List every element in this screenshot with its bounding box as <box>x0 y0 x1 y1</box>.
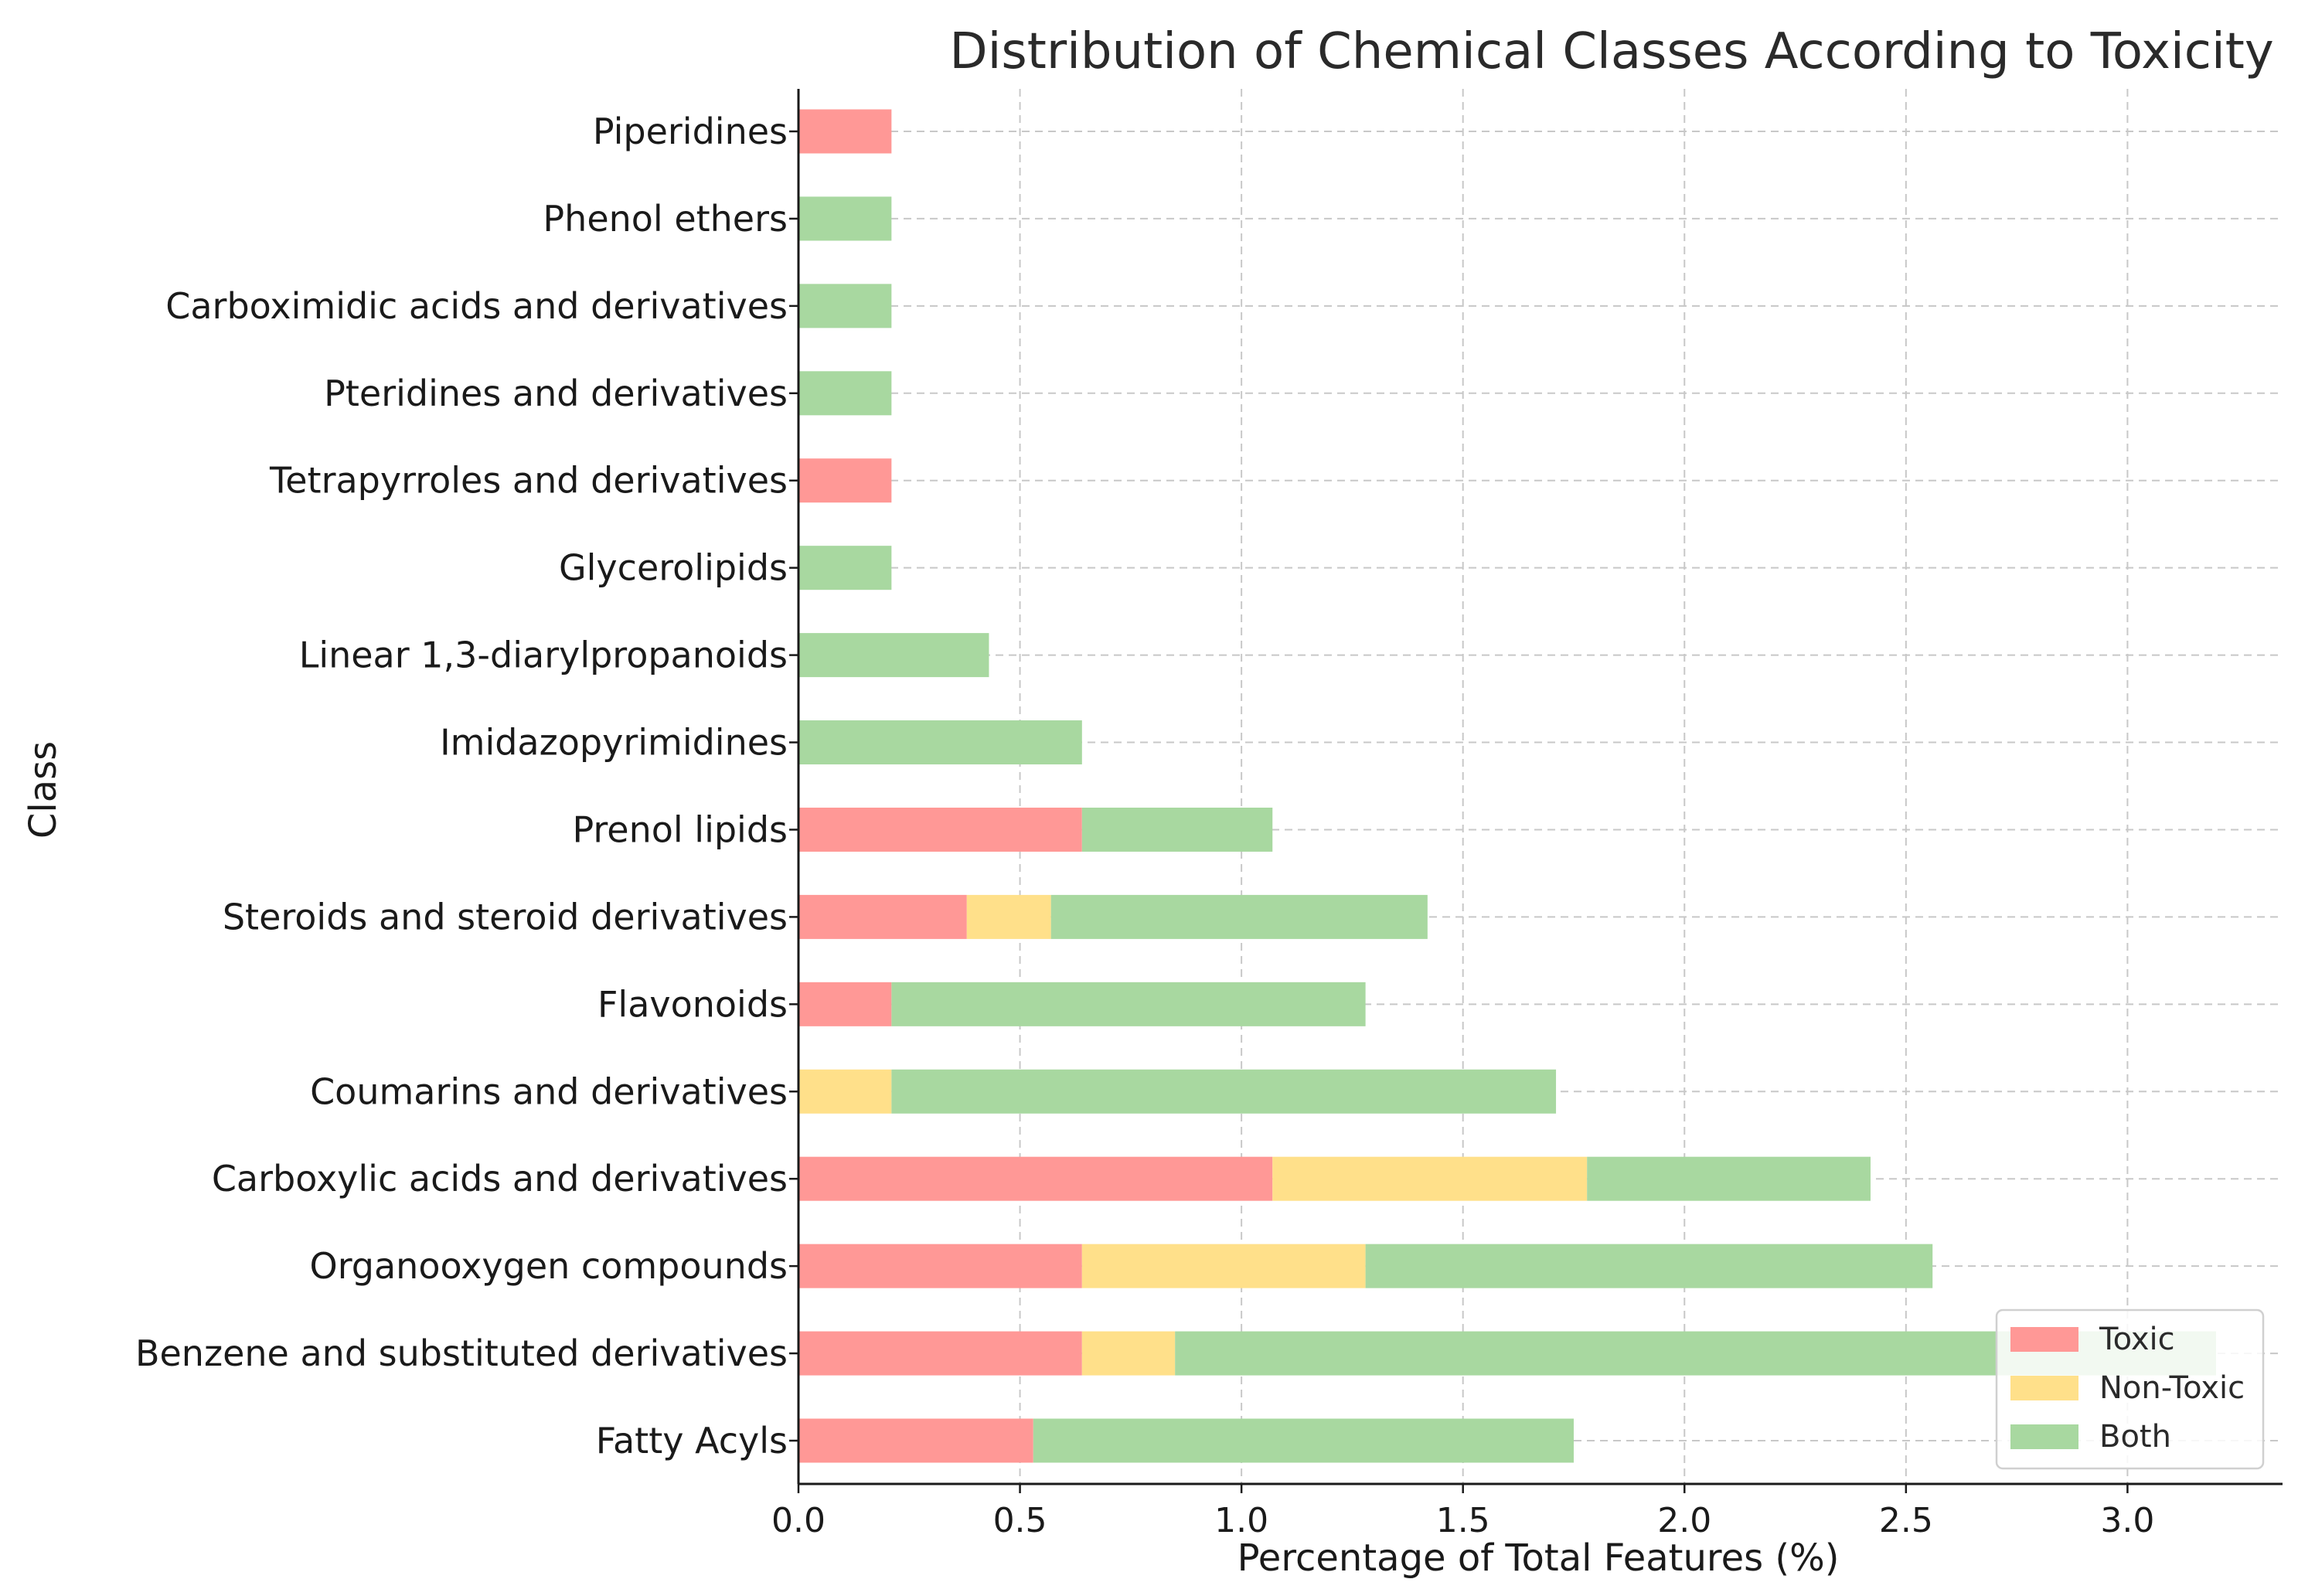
y-tick-label: Flavonoids <box>597 983 788 1025</box>
x-tick-label: 2.0 <box>1657 1501 1711 1540</box>
y-tick-label: Organooxygen compounds <box>309 1245 788 1287</box>
bar-both-steroids-and-steroid-derivatives <box>1050 894 1428 939</box>
bar-non-toxic-steroids-and-steroid-derivatives <box>966 894 1051 939</box>
y-tick-label: Glycerolipids <box>559 547 788 589</box>
y-tick-label: Prenol lipids <box>572 808 788 850</box>
y-axis-title: Class <box>22 741 65 839</box>
x-axis-title: Percentage of Total Features (%) <box>1238 1536 1840 1580</box>
bar-both-glycerolipids <box>798 546 892 590</box>
legend-label: Toxic <box>2099 1322 2175 1357</box>
y-tick-label: Linear 1,3-diarylpropanoids <box>299 635 788 676</box>
y-tick-label: Pteridines and derivatives <box>324 373 788 414</box>
y-tick-label: Imidazopyrimidines <box>440 722 788 764</box>
bar-toxic-carboxylic-acids-and-derivatives <box>798 1156 1273 1201</box>
bar-both-coumarins-and-derivatives <box>891 1069 1557 1114</box>
bar-non-toxic-organooxygen-compounds <box>1081 1244 1366 1288</box>
bar-toxic-benzene-and-substituted-derivatives <box>798 1331 1082 1376</box>
chart-title: Distribution of Chemical Classes Accordi… <box>949 23 2273 80</box>
bar-both-organooxygen-compounds <box>1365 1244 1933 1288</box>
bar-toxic-fatty-acyls <box>798 1418 1033 1463</box>
legend-label: Both <box>2099 1419 2171 1455</box>
legend-swatch <box>2010 1327 2078 1352</box>
y-tick-label: Tetrapyrroles and derivatives <box>269 460 788 502</box>
x-tick-label: 1.5 <box>1436 1501 1490 1540</box>
bar-toxic-tetrapyrroles-and-derivatives <box>798 458 892 503</box>
legend-swatch <box>2010 1424 2078 1449</box>
bar-non-toxic-carboxylic-acids-and-derivatives <box>1272 1156 1588 1201</box>
x-tick-label: 1.0 <box>1214 1501 1268 1540</box>
y-tick-label: Benzene and substituted derivatives <box>135 1332 788 1374</box>
bar-both-linear-1-3-diarylpropanoids <box>798 633 989 678</box>
x-tick-label: 3.0 <box>2100 1501 2154 1540</box>
bar-both-flavonoids <box>891 982 1366 1026</box>
bar-toxic-flavonoids <box>798 982 892 1026</box>
bar-both-imidazopyrimidines <box>798 720 1082 765</box>
bar-both-prenol-lipids <box>1081 807 1273 852</box>
legend: Toxic Non-Toxic Both <box>1995 1308 2265 1470</box>
x-tick-label: 2.5 <box>1879 1501 1933 1540</box>
bar-non-toxic-coumarins-and-derivatives <box>798 1069 892 1114</box>
bar-toxic-piperidines <box>798 109 892 154</box>
y-tick-label: Phenol ethers <box>543 198 788 240</box>
x-tick-label: 0.0 <box>771 1501 826 1540</box>
y-tick-label: Steroids and steroid derivatives <box>223 896 788 938</box>
bar-both-carboxylic-acids-and-derivatives <box>1587 1156 1871 1201</box>
x-tick-label: 0.5 <box>993 1501 1047 1540</box>
y-tick-label: Carboxylic acids and derivatives <box>212 1158 788 1200</box>
bars <box>798 109 2217 1463</box>
bar-toxic-prenol-lipids <box>798 807 1082 852</box>
bar-non-toxic-benzene-and-substituted-derivatives <box>1081 1331 1176 1376</box>
axes <box>789 89 2283 1493</box>
bar-both-fatty-acyls <box>1033 1418 1574 1463</box>
bar-toxic-steroids-and-steroid-derivatives <box>798 894 967 939</box>
bar-toxic-organooxygen-compounds <box>798 1244 1082 1288</box>
bar-both-phenol-ethers <box>798 196 892 241</box>
gridlines <box>798 89 2283 1484</box>
y-tick-label: Carboximidic acids and derivatives <box>165 285 788 327</box>
y-tick-label: Piperidines <box>593 111 788 152</box>
y-tick-label: Fatty Acyls <box>596 1420 788 1462</box>
y-tick-label: Coumarins and derivatives <box>310 1070 788 1112</box>
legend-swatch <box>2010 1376 2078 1400</box>
bar-both-carboximidic-acids-and-derivatives <box>798 284 892 328</box>
tick-labels: 0.0 0.5 1.0 1.5 2.0 2.5 3.0 Fatty Acyls Benzene … <box>135 111 2154 1540</box>
bar-both-pteridines-and-derivatives <box>798 371 892 416</box>
legend-label: Non-Toxic <box>2099 1370 2245 1406</box>
